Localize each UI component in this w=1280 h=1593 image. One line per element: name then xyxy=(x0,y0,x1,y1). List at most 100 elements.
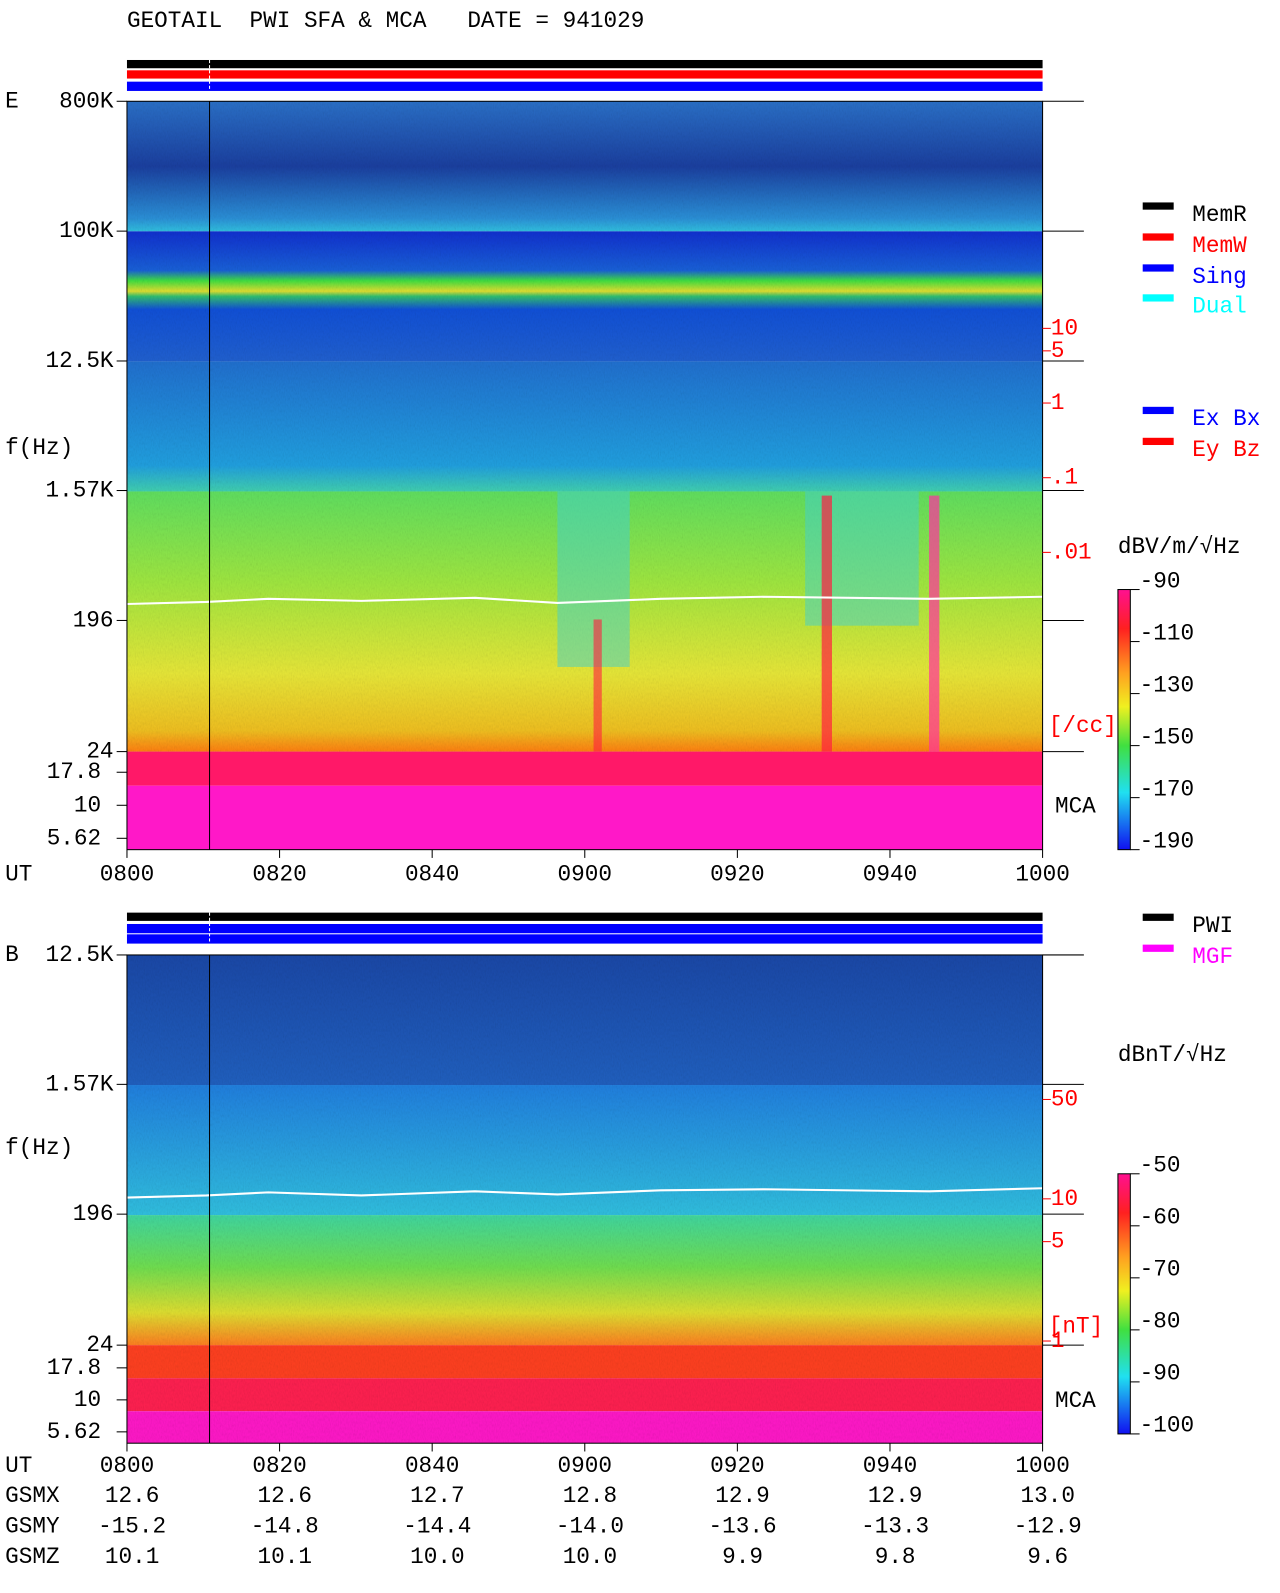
orbit-label: GSMZ xyxy=(5,1544,59,1570)
y2-tick-label: 10 xyxy=(1051,315,1078,341)
panel-label: B xyxy=(5,942,19,968)
status-bar xyxy=(126,59,1043,69)
mca-tick-label: 5.62 xyxy=(47,1419,101,1445)
legend-swatch xyxy=(1142,202,1174,210)
y-tick-label: 12.5K xyxy=(45,942,113,968)
x-tick-label: 0900 xyxy=(558,1453,612,1479)
x-tick-label: 0940 xyxy=(863,1453,917,1479)
legend-swatch xyxy=(1142,264,1174,272)
legend-label: MemR xyxy=(1192,202,1247,228)
legend-label: Ex Bx xyxy=(1192,406,1260,432)
legend-label: MemW xyxy=(1192,233,1247,259)
legend-swatch xyxy=(1142,944,1174,952)
y2-tick-label: 50 xyxy=(1051,1086,1078,1112)
mca-tick-label: 17.8 xyxy=(47,759,101,785)
noise xyxy=(126,954,1043,1444)
y-tick-label: 24 xyxy=(86,1332,113,1358)
colorbar-tick-label: -110 xyxy=(1140,620,1194,646)
y-tick-label: 12.5K xyxy=(45,348,113,374)
colorbar xyxy=(1117,1173,1131,1435)
streak xyxy=(593,619,602,752)
legend-label: Dual xyxy=(1192,294,1246,320)
orbit-value: 12.6 xyxy=(257,1483,311,1509)
x-tick-label: 0820 xyxy=(252,861,306,887)
colorbar-tick-label: -100 xyxy=(1140,1413,1194,1439)
y-axis-label: f(Hz) xyxy=(5,435,73,461)
y2-tick-label: .01 xyxy=(1051,539,1092,565)
orbit-value: 10.0 xyxy=(563,1544,617,1570)
mca-tick-label: 5.62 xyxy=(47,825,101,851)
y-tick-label: 800K xyxy=(59,88,114,114)
legend-swatch xyxy=(1142,437,1174,446)
x-tick-label: 1000 xyxy=(1015,1453,1069,1479)
orbit-value: -14.0 xyxy=(556,1513,624,1539)
colorbar xyxy=(1117,589,1131,851)
colorbar-tick-label: -60 xyxy=(1140,1205,1181,1231)
legend-swatch xyxy=(1142,406,1174,415)
y2-tick-label: 5 xyxy=(1051,338,1065,364)
orbit-value: 10.1 xyxy=(105,1544,159,1570)
colorbar-tick-label: -50 xyxy=(1140,1153,1181,1179)
x-tick-label: 0800 xyxy=(100,861,154,887)
status-bar xyxy=(126,912,1043,921)
y2-tick-label: 5 xyxy=(1051,1229,1065,1255)
x-tick-label: 0820 xyxy=(252,1453,306,1479)
x-tick-label: 0940 xyxy=(863,861,917,887)
y-axis-label: f(Hz) xyxy=(5,1135,73,1161)
mca-band xyxy=(126,751,1043,786)
colorbar-tick-label: -150 xyxy=(1140,724,1194,750)
y-tick-label: 196 xyxy=(73,1201,114,1227)
mca-label: MCA xyxy=(1055,793,1096,819)
y2-tick-label: 10 xyxy=(1051,1186,1078,1212)
y-tick-label: 100K xyxy=(59,218,114,244)
x-tick-label: 0920 xyxy=(710,861,764,887)
y2-axis-label: [/cc] xyxy=(1049,713,1117,739)
status-bar xyxy=(126,923,1043,934)
orbit-value: 12.8 xyxy=(563,1483,617,1509)
x-tick-label: 0840 xyxy=(405,1453,459,1479)
orbit-label: GSMX xyxy=(5,1483,60,1509)
orbit-value: 13.0 xyxy=(1021,1483,1075,1509)
orbit-value: -14.4 xyxy=(403,1513,471,1539)
orbit-value: 12.6 xyxy=(105,1483,159,1509)
orbit-label: GSMY xyxy=(5,1513,60,1539)
legend-swatch xyxy=(1142,233,1174,241)
orbit-value: 9.8 xyxy=(875,1544,916,1570)
orbit-value: 12.7 xyxy=(410,1483,464,1509)
y2-tick-label: 1 xyxy=(1051,390,1065,416)
x-tick-label: 1000 xyxy=(1015,861,1069,887)
orbit-value: 12.9 xyxy=(868,1483,922,1509)
y-tick-label: 1.57K xyxy=(45,478,113,504)
orbit-value: -12.9 xyxy=(1014,1513,1082,1539)
plasma-line xyxy=(126,595,1043,606)
orbit-value: 9.6 xyxy=(1027,1544,1068,1570)
orbit-value: -15.2 xyxy=(98,1513,166,1539)
spectrogram-b xyxy=(126,912,1044,1444)
colorbar-tick-label: -170 xyxy=(1140,776,1194,802)
streak xyxy=(821,495,832,752)
x-axis-label: UT xyxy=(5,861,32,887)
legend-label: Ey Bz xyxy=(1192,437,1260,463)
status-bar xyxy=(126,81,1043,91)
x-tick-label: 0920 xyxy=(710,1453,764,1479)
title: GEOTAIL PWI SFA & MCA DATE = 941029 xyxy=(127,8,644,34)
spectrogram-e xyxy=(126,59,1044,851)
mca-band xyxy=(126,785,1043,850)
orbit-value: 10.1 xyxy=(257,1544,311,1570)
colorbar-tick-label: -70 xyxy=(1140,1257,1181,1283)
streak xyxy=(929,495,940,752)
legend-swatch xyxy=(1142,913,1174,921)
legend-label: Sing xyxy=(1192,264,1246,290)
colorbar-tick-label: -190 xyxy=(1140,828,1194,854)
legend-label: MGF xyxy=(1192,944,1233,970)
status-bar xyxy=(126,70,1043,79)
mca-tick-label: 10 xyxy=(74,1387,101,1413)
colorbar-label: dBV/m/√Hz xyxy=(1118,534,1241,560)
x-tick-label: 0840 xyxy=(405,861,459,887)
mca-tick-label: 10 xyxy=(74,792,101,818)
orbit-value: 9.9 xyxy=(722,1544,763,1570)
mca-label: MCA xyxy=(1055,1388,1096,1414)
legend-label: PWI xyxy=(1192,913,1233,939)
